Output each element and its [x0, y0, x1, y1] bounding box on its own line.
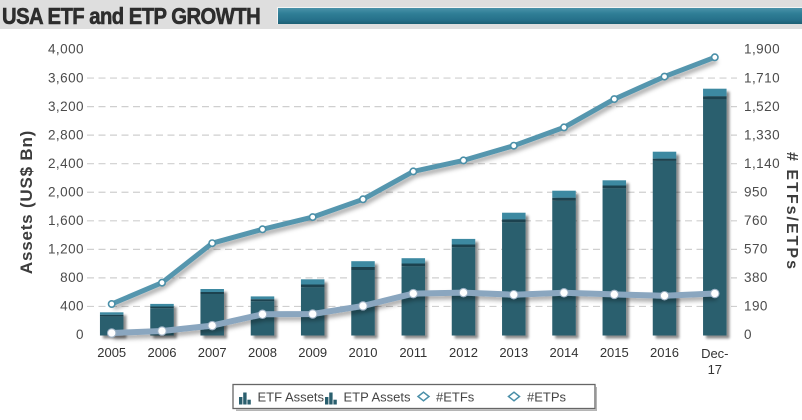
svg-text:ETP Assets: ETP Assets	[344, 390, 411, 405]
svg-text:2008: 2008	[248, 345, 277, 360]
svg-text:2,800: 2,800	[48, 127, 84, 142]
svg-text:2,000: 2,000	[48, 184, 84, 199]
svg-text:1,520: 1,520	[744, 99, 780, 114]
svg-text:3,200: 3,200	[48, 99, 84, 114]
svg-text:# ETFs/ETPs: # ETFs/ETPs	[783, 152, 800, 271]
svg-text:1,900: 1,900	[744, 42, 780, 57]
svg-text:3,600: 3,600	[48, 70, 84, 85]
svg-text:2012: 2012	[449, 345, 478, 360]
svg-text:760: 760	[744, 213, 768, 228]
svg-text:ETF Assets: ETF Assets	[258, 390, 325, 405]
svg-text:2010: 2010	[349, 345, 378, 360]
svg-text:Assets (US$ Bn): Assets (US$ Bn)	[17, 130, 36, 274]
svg-text:1,330: 1,330	[744, 127, 780, 142]
svg-text:2,400: 2,400	[48, 156, 84, 171]
svg-text:2014: 2014	[550, 345, 579, 360]
svg-text:0: 0	[76, 327, 84, 342]
svg-text:1,710: 1,710	[744, 70, 780, 85]
svg-text:1,200: 1,200	[48, 242, 84, 257]
svg-text:4,000: 4,000	[48, 42, 84, 57]
svg-text:800: 800	[60, 270, 84, 285]
svg-text:2007: 2007	[198, 345, 227, 360]
svg-text:190: 190	[744, 299, 768, 314]
svg-text:1,140: 1,140	[744, 156, 780, 171]
svg-text:570: 570	[744, 242, 768, 257]
svg-text:1,600: 1,600	[48, 213, 84, 228]
svg-text:2006: 2006	[148, 345, 177, 360]
svg-text:400: 400	[60, 299, 84, 314]
svg-text:380: 380	[744, 270, 768, 285]
svg-text:17: 17	[708, 362, 722, 377]
svg-text:2016: 2016	[650, 345, 679, 360]
svg-text:2013: 2013	[499, 345, 528, 360]
svg-text:#ETPs: #ETPs	[527, 390, 567, 405]
svg-text:Dec-: Dec-	[701, 346, 728, 361]
svg-text:2009: 2009	[298, 345, 327, 360]
svg-text:950: 950	[744, 184, 768, 199]
svg-text:#ETFs: #ETFs	[436, 390, 475, 405]
svg-text:2011: 2011	[399, 345, 427, 360]
svg-text:2005: 2005	[97, 345, 126, 360]
svg-text:0: 0	[744, 327, 752, 342]
svg-text:2015: 2015	[600, 345, 629, 360]
